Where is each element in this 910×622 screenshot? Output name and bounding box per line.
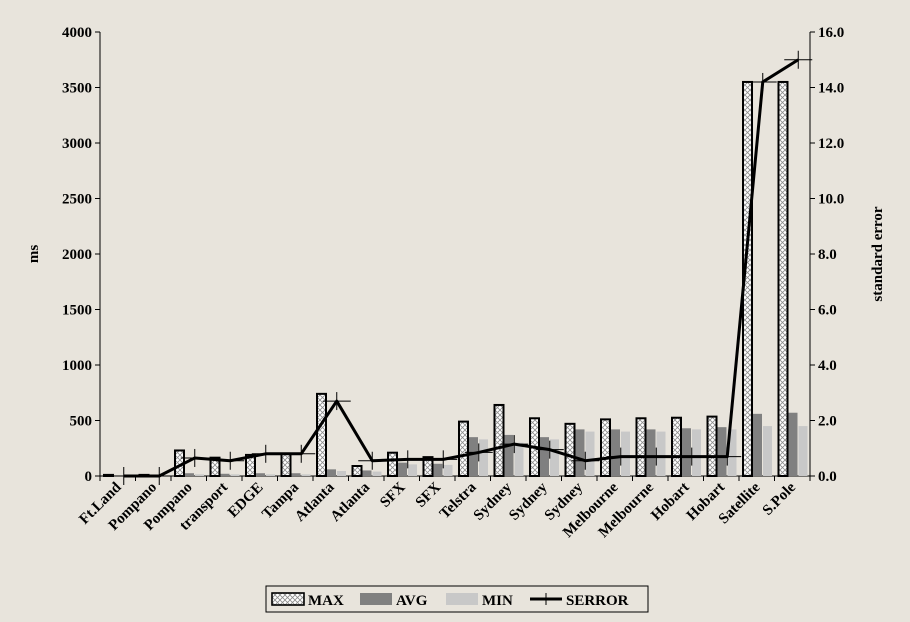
bar-min: [266, 474, 275, 476]
y-tick-label: 4000: [62, 25, 92, 41]
y2-tick-label: 8.0: [818, 247, 837, 263]
x-tick-label: SFX: [377, 479, 408, 510]
legend-swatch-min: [446, 593, 478, 605]
bar-avg: [611, 429, 620, 476]
y-tick-label: 0: [85, 469, 93, 485]
x-tick-label: Hobart: [648, 480, 692, 524]
bar-avg: [575, 429, 585, 476]
x-tick-label: Atlanta: [328, 479, 374, 525]
serror-line: [123, 58, 800, 478]
legend-label-min: MIN: [482, 593, 513, 609]
bar-max: [103, 473, 114, 478]
bar-min: [585, 431, 595, 476]
bar-min: [550, 439, 559, 476]
bar-max: [245, 453, 256, 478]
bar-min: [692, 429, 701, 476]
bar-max: [706, 415, 718, 477]
y-axis-title: ms: [26, 245, 42, 263]
x-tick-label: Sydney: [506, 479, 551, 524]
bar-avg: [327, 469, 336, 476]
bar-min: [479, 439, 488, 476]
legend-label-serror: SERROR: [566, 593, 629, 609]
bar-max: [600, 418, 611, 478]
y-tick-label: 2000: [62, 247, 92, 263]
bar-max: [280, 452, 292, 477]
y2-tick-label: 16.0: [818, 25, 844, 41]
bar-min: [443, 464, 453, 476]
bar-min: [195, 474, 204, 476]
bar-min: [656, 431, 666, 476]
y2-tick-label: 14.0: [818, 81, 844, 97]
y2-tick-label: 2.0: [818, 414, 837, 430]
x-tick-label: S.Pole: [760, 479, 800, 519]
plot-area: 0 500 1000 1500 2000 2500 3000 3500 4000 0.0 2.0 4.…: [62, 25, 844, 541]
legend-swatch-avg: [360, 593, 392, 605]
legend-label-avg: AVG: [396, 593, 428, 609]
bar-avg: [398, 462, 407, 476]
bar-max: [316, 392, 327, 477]
x-tick-label: Sydney: [471, 479, 516, 524]
y-tick-label: 500: [70, 414, 93, 430]
y-tick-label: 3500: [62, 81, 92, 97]
bar-min: [763, 426, 772, 476]
bar-avg: [220, 473, 230, 476]
y-tick-label: 3000: [62, 136, 92, 152]
bar-max: [351, 465, 363, 478]
bar-max: [564, 422, 576, 477]
bar-avg: [504, 434, 514, 476]
bar-min: [621, 431, 630, 476]
bar-avg: [540, 437, 549, 476]
x-tick-label: SFX: [413, 479, 444, 510]
y2-tick-label: 6.0: [818, 303, 837, 319]
bar-max: [671, 416, 682, 478]
bar-min: [372, 471, 382, 476]
bar-max: [635, 417, 647, 477]
x-tick-label: EDGE: [225, 480, 266, 521]
bar-avg: [753, 413, 762, 476]
y2-axis-title: standard error: [870, 206, 886, 301]
bar-avg: [682, 428, 691, 476]
bar-max: [777, 80, 789, 477]
bar-min: [727, 429, 737, 476]
bar-max: [387, 451, 398, 478]
bar-min: [514, 442, 524, 476]
bar-max: [422, 456, 434, 478]
bar-min: [408, 464, 417, 476]
bar-min: [798, 426, 808, 476]
bar-avg: [362, 470, 372, 476]
y2-tick-label: 4.0: [818, 358, 837, 374]
bar-avg: [185, 473, 194, 476]
bar-min: [337, 471, 346, 476]
bar-min: [301, 474, 311, 476]
bar-min: [230, 474, 240, 476]
bar-max: [493, 403, 505, 477]
y-tick-label: 2500: [62, 192, 92, 208]
y2-tick-label: 10.0: [818, 192, 844, 208]
legend-label-max: MAX: [308, 593, 344, 609]
legend-swatch-max: [271, 592, 305, 606]
bar-max: [458, 420, 469, 477]
bar-avg: [646, 429, 656, 476]
y-tick-label: 1000: [62, 358, 92, 374]
bar-avg: [256, 473, 265, 476]
bar-avg: [469, 437, 478, 476]
bar-avg: [291, 473, 301, 476]
y-tick-label: 1500: [62, 303, 92, 319]
bar-max: [209, 456, 221, 477]
legend: MAX AVG MIN SERROR: [265, 585, 649, 613]
bar-avg: [788, 412, 798, 476]
bar-avg: [717, 427, 727, 476]
bar-avg: [433, 463, 443, 476]
y2-tick-label: 12.0: [818, 136, 844, 152]
y2-tick-label: 0.0: [818, 469, 837, 485]
